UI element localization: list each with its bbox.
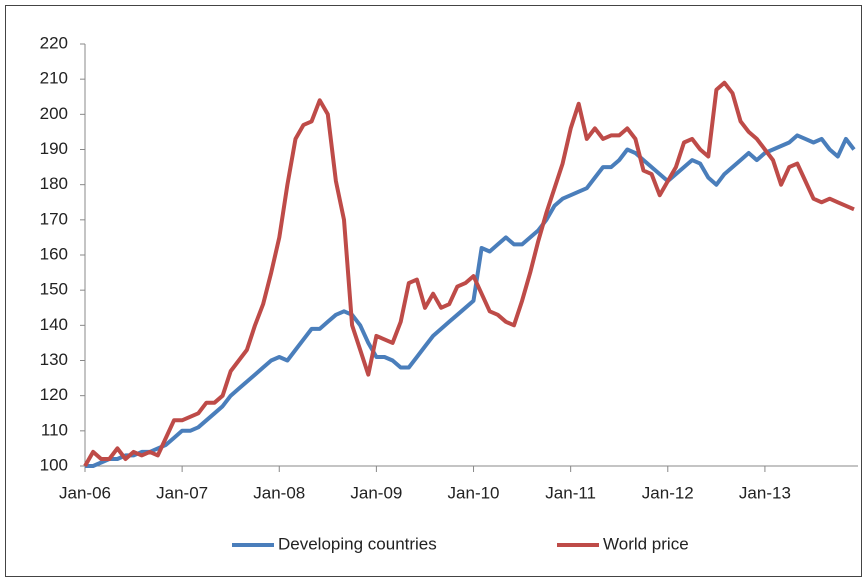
x-tick-label: Jan-12 [642,483,694,502]
y-tick-label: 210 [40,69,68,88]
y-tick-label: 200 [40,104,68,123]
y-tick-label: 170 [40,209,68,228]
y-tick-label: 180 [40,174,68,193]
y-tick-label: 110 [41,420,68,439]
x-tick-label: Jan-09 [350,483,402,502]
y-tick-label: 190 [40,139,68,158]
y-tick-label: 160 [40,244,68,263]
x-tick-label: Jan-06 [59,483,111,502]
chart-frame [5,5,862,577]
legend-label: World price [603,534,689,553]
y-tick-label: 150 [40,280,68,299]
series-line [83,80,855,467]
x-tick-label: Jan-07 [156,483,208,502]
y-tick-label: 140 [40,315,68,334]
y-tick-label: 120 [40,385,68,404]
x-tick-label: Jan-13 [739,483,791,502]
x-tick-label: Jan-08 [253,483,305,502]
y-tick-label: 130 [40,350,68,369]
y-tick-label: 220 [40,33,68,52]
x-tick-label: Jan-11 [545,483,596,502]
y-tick-label: 100 [40,455,68,474]
x-tick-label: Jan-10 [448,483,500,502]
series-line [85,133,856,468]
legend-label: Developing countries [278,534,437,553]
